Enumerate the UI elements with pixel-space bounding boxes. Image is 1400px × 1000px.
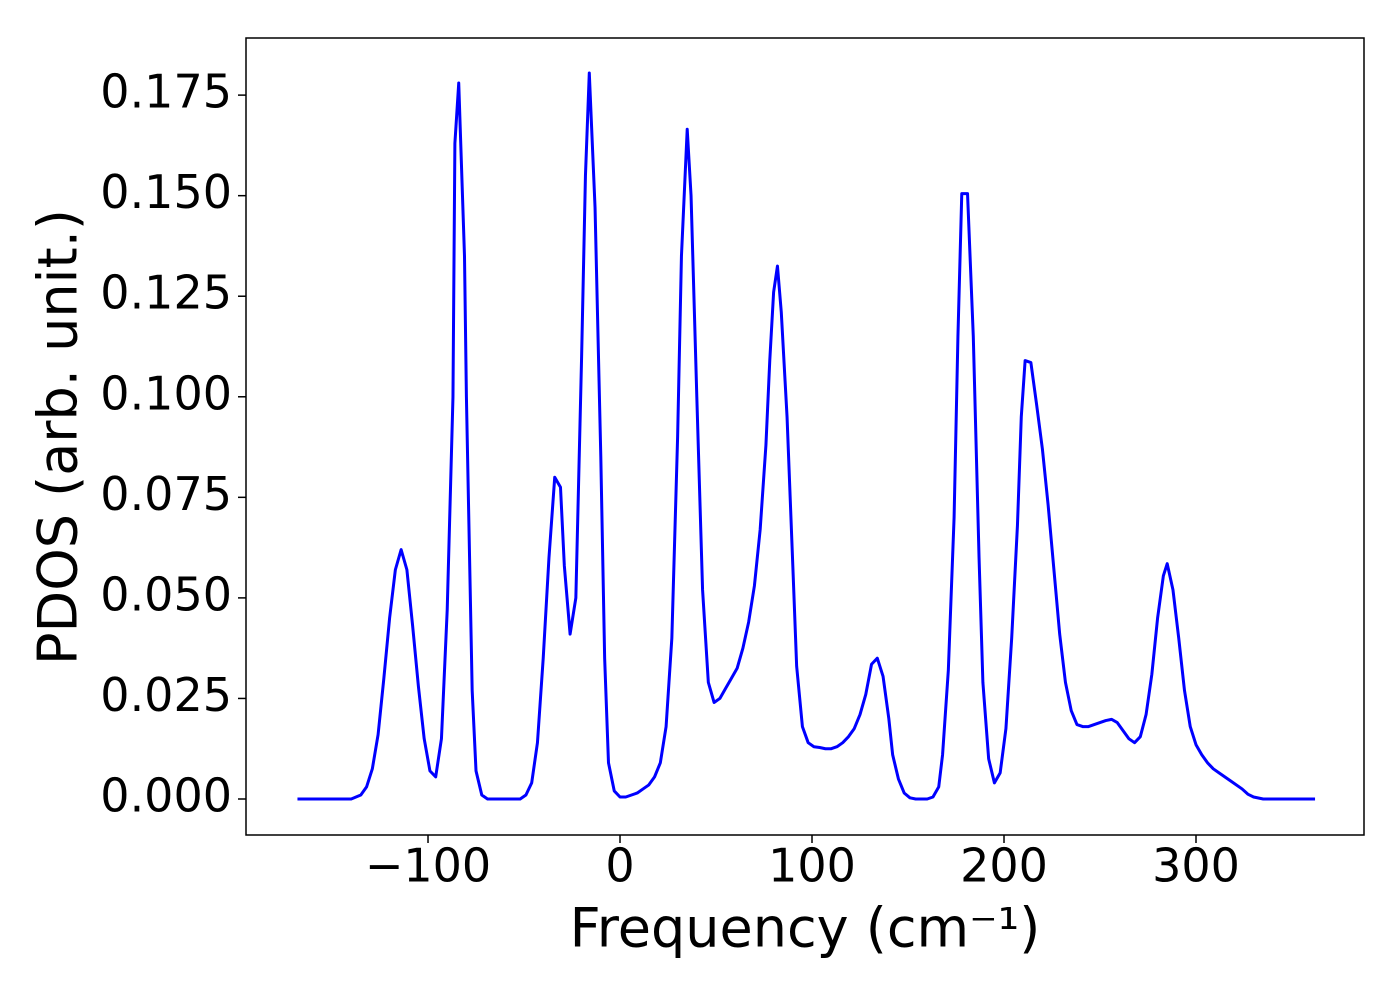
data-line <box>297 71 1316 801</box>
y-tick-label: 0.050 <box>100 567 232 621</box>
y-tick-label: 0.125 <box>100 266 232 320</box>
y-tick-label: 0.150 <box>100 165 232 219</box>
y-tick-label: 0.000 <box>100 769 232 823</box>
y-axis-label: PDOS (arb. unit.) <box>27 209 90 665</box>
x-tick-label: 100 <box>768 839 856 893</box>
y-tick-label: 0.175 <box>100 65 232 119</box>
x-tick-label: 300 <box>1152 839 1240 893</box>
y-tick-label: 0.025 <box>100 668 232 722</box>
y-tick-label: 0.100 <box>100 366 232 420</box>
plot-frame <box>245 37 1365 836</box>
y-tick-label: 0.075 <box>100 467 232 521</box>
x-tick-label: −100 <box>365 839 491 893</box>
x-tick-label: 200 <box>960 839 1048 893</box>
x-axis-label: Frequency (cm⁻¹) <box>570 897 1041 960</box>
x-tick-label: 0 <box>605 839 634 893</box>
